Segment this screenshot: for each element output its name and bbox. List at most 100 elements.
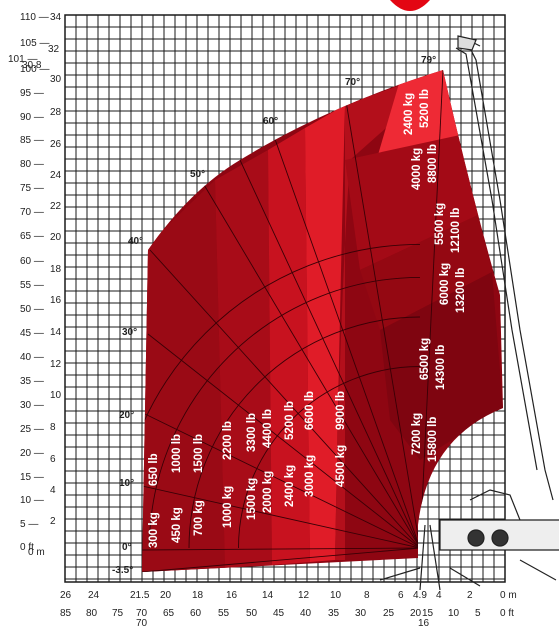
angle-label-40: 40° (128, 236, 143, 247)
axis-tick-m: 6 (50, 454, 56, 465)
zone-label-kg-2: 450 kg (171, 507, 183, 543)
axis-tick-ft: 40 — (20, 352, 44, 363)
grid-border (64, 14, 506, 583)
axis-tick-bottom-m: 4.9 (413, 590, 427, 601)
axis-tick-m: 10 (50, 390, 62, 401)
axis-tick-ft: 80 — (20, 159, 44, 170)
axis-tick-m: 30.8 (22, 60, 42, 71)
axis-tick-ft: 75 — (20, 183, 44, 194)
zone-label-lb-11: 14300 lb (435, 345, 447, 390)
left-axis-ft: 110 — 105 — 101 —100 — 95 — 90 — 85 — 80 — 75 —… (8, 12, 49, 553)
angle-label-0: 0° (122, 542, 132, 553)
angle-label-10: 10° (119, 478, 134, 489)
axis-tick-bottom-ft: 65 (163, 608, 175, 619)
axis-tick-m: 18 (50, 264, 62, 275)
zone-label-lb-9: 9900 lb (335, 391, 347, 430)
zone-label-lb-12: 13200 lb (455, 268, 467, 313)
axis-tick-bottom-m: 16 (226, 590, 238, 601)
axis-tick-bottom-ft: 15 (422, 608, 434, 619)
axis-tick-bottom-m: 12 (298, 590, 310, 601)
zone-label-lb-14: 8800 lb (427, 144, 439, 183)
boom-angle-line (269, 124, 421, 549)
boom-angle-line (142, 485, 421, 549)
axis-tick-ft: 55 — (20, 280, 44, 291)
axis-tick-bottom-ft: 30 (355, 608, 367, 619)
zone-label-kg-9: 4500 kg (335, 445, 347, 487)
zone-label-lb-1: 650 lb (148, 453, 160, 486)
axis-tick-bottom-m: 24 (88, 590, 100, 601)
axis-tick-ft: 70 — (20, 207, 44, 218)
boom-angle-line (147, 333, 421, 549)
axis-tick-ft: 105 — (20, 38, 49, 49)
axis-tick-bottom-m: 4 (436, 590, 442, 601)
axis-tick-ft: 50 — (20, 304, 44, 315)
axis-tick-ft: 0 ft (20, 542, 34, 553)
boom-angle-line (149, 249, 421, 549)
axis-tick-bottom-m: 18 (192, 590, 204, 601)
axis-tick-m: 22 (50, 201, 62, 212)
axis-tick-bottom-ft: 10 (448, 608, 460, 619)
angle-label-50: 50° (190, 169, 205, 180)
zone-label-lb-13: 12100 lb (450, 208, 462, 253)
axis-tick-ft: 5 — (20, 519, 38, 530)
axis-tick-bottom-ft: 20 (410, 608, 422, 619)
load-envelope (142, 70, 503, 572)
zone-band-7 (345, 135, 478, 270)
zone-label-kg-11: 6500 kg (419, 338, 431, 380)
axis-tick-m: 12 (50, 359, 62, 370)
zone-label-kg-1: 300 kg (148, 512, 160, 548)
axis-tick-bottom-ft: 0 ft (500, 608, 514, 619)
axis-tick-m: 20 (50, 232, 62, 243)
axis-tick-m: 30 (50, 74, 62, 85)
zone-label-kg-13: 5500 kg (434, 203, 446, 245)
axis-tick-m: 32 (48, 44, 60, 55)
zone-band-4 (305, 105, 345, 562)
axis-tick-bottom-m: 26 (60, 590, 72, 601)
zone-label-kg-3: 700 kg (193, 500, 205, 536)
axis-tick-bottom-ft: 35 (328, 608, 340, 619)
zone-band-9 (380, 272, 503, 460)
axis-tick-bottom-m: 14 (262, 590, 274, 601)
axis-tick-bottom-m: 6 (398, 590, 404, 601)
axis-tick-m: 0 m (28, 547, 45, 558)
axis-tick-m: 14 (50, 327, 62, 338)
angle-label-neg3-5: -3.5° (112, 565, 133, 576)
angle-label-20: 20° (119, 410, 134, 421)
angle-label-30: 30° (122, 327, 137, 338)
axis-tick-bottom-m: 20 (160, 590, 172, 601)
zone-label-lb-5: 3300 lb (246, 413, 258, 452)
zone-label-kg-12: 6000 kg (439, 263, 451, 305)
axis-tick-ft: 20 — (20, 448, 44, 459)
axis-tick-m: 4 (50, 485, 56, 496)
axis-tick-bottom-m: 21.5 (130, 590, 150, 601)
zone-label-lb-6: 4400 lb (262, 409, 274, 448)
zone-label-lb-7: 5200 lb (284, 401, 296, 440)
axis-tick-ft: 100 — (20, 64, 49, 75)
axis-tick-ft: 101 — (8, 54, 37, 65)
axis-tick-m: 26 (50, 139, 62, 150)
zone-band-5 (335, 70, 443, 560)
axis-tick-ft: 25 — (20, 424, 44, 435)
axis-tick-m: 16 (50, 295, 62, 306)
bottom-axis-m: 26 24 21.5 20 18 16 14 12 10 8 6 4.9 4 2 0 m (60, 590, 517, 601)
axis-tick-bottom-ft: 85 (60, 608, 72, 619)
axis-tick-bottom-ft: 55 (218, 608, 230, 619)
axis-tick-bottom-m: 10 (330, 590, 342, 601)
boom-angle-line (419, 70, 444, 549)
boom-angle-line (344, 94, 421, 549)
boom-extension-arc (142, 243, 421, 549)
axis-tick-ft: 65 — (20, 231, 44, 242)
zone-label-kg-4: 1000 kg (222, 486, 234, 528)
zone-band-3 (268, 128, 310, 565)
zone-label-kg-5: 1500 kg (246, 478, 258, 520)
boom-extension-arc (188, 316, 421, 549)
axis-tick-bottom-ft: 80 (86, 608, 98, 619)
axis-tick-bottom-ft: 70 (136, 618, 148, 628)
axis-tick-bottom-m: 8 (364, 590, 370, 601)
zone-label-kg-6: 2000 kg (262, 471, 274, 513)
axis-tick-ft: 110 — (20, 12, 49, 23)
axis-tick-bottom-m: 0 m (500, 590, 517, 601)
zone-label-lb-2: 1000 lb (171, 434, 183, 473)
boom-angle-line (144, 413, 421, 549)
